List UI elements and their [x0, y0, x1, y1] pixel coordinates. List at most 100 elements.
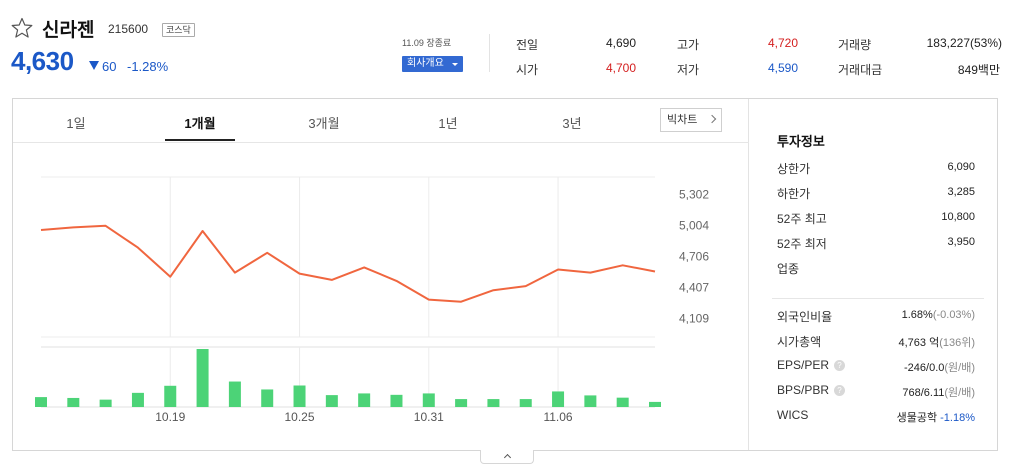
tab-1-month[interactable]: 1개월 [184, 116, 216, 131]
tab-3-months[interactable]: 3개월 [308, 116, 340, 131]
tab-3-years[interactable]: 3년 [562, 116, 582, 131]
x-tick-label: 10.25 [285, 410, 315, 424]
x-tick-label: 10.31 [414, 410, 444, 424]
volume-bar [422, 393, 435, 407]
tab-1-year[interactable]: 1년 [438, 116, 458, 131]
low-value: 4,590 [767, 61, 798, 75]
volume-bar [455, 399, 468, 407]
volume-bar [293, 385, 306, 407]
bps-pbr-value: 768/6.11(원/배) [902, 384, 975, 400]
bps-pbr-number: 768/6.11 [902, 387, 945, 399]
tab-1-day[interactable]: 1일 [66, 116, 86, 131]
volume-bar [164, 385, 177, 407]
volume-bar [390, 394, 403, 407]
collapse-button[interactable] [480, 450, 534, 464]
help-icon[interactable]: ? [834, 360, 846, 371]
period-tabs: 1일 1개월 3개월 1년 3년 빅차트 [13, 99, 749, 143]
company-overview-button[interactable]: 회사개요 [402, 56, 463, 72]
prev-close-value: 4,690 [605, 36, 636, 50]
bps-pbr-text: BPS/PBR [777, 383, 830, 397]
company-overview-label: 회사개요 [407, 58, 444, 69]
week52-high-label: 52주 최고 [777, 212, 827, 226]
foreign-ratio-change: (-0.03%) [932, 309, 975, 321]
caret-down-icon [452, 63, 458, 66]
wics-value: 생물공학 -1.18% [897, 409, 975, 425]
trade-amount-label: 거래대금 [838, 63, 883, 77]
active-tab-indicator [165, 139, 235, 141]
y-tick-label: 4,706 [679, 249, 709, 263]
volume-bar [487, 399, 500, 407]
market-cap-rank: (136위) [939, 337, 975, 349]
x-tick-label: 11.06 [543, 410, 572, 424]
lower-limit-label: 하한가 [777, 187, 811, 201]
chevron-up-icon [503, 453, 512, 462]
eps-per-number: -246/0.0 [904, 362, 945, 374]
price-change-percent: -1.28% [127, 59, 169, 74]
divider [772, 298, 984, 299]
wics-label: WICS [777, 408, 809, 422]
week52-low-value: 3,950 [947, 236, 975, 248]
lower-limit-value: 3,285 [947, 186, 975, 198]
low-label: 저가 [677, 63, 700, 77]
favorite-star-icon[interactable] [10, 16, 34, 40]
prev-close-label: 전일 [516, 38, 539, 52]
stock-code: 215600 [108, 22, 149, 36]
stock-header: 신라젠 215600 코스닥 4,630 60 -1.28% 11.09 장종료… [0, 0, 1021, 96]
foreign-ratio-number: 1.68% [901, 309, 933, 321]
open-label: 시가 [516, 63, 539, 77]
eps-per-label: EPS/PER? [777, 358, 846, 372]
chart-panel: 1일 1개월 3개월 1년 3년 빅차트 10.19 10.25 10.31 11.0… [12, 98, 998, 451]
high-label: 고가 [677, 38, 700, 52]
divider [489, 34, 490, 72]
upper-limit-value: 6,090 [947, 161, 975, 173]
bps-pbr-label: BPS/PBR? [777, 383, 846, 397]
volume-bar [358, 393, 371, 407]
investment-info: 투자정보 상한가 6,090 하한가 3,285 52주 최고 10,800 5… [750, 99, 997, 450]
high-value: 4,720 [767, 36, 798, 50]
volume-bar [131, 392, 144, 407]
chart-area: 1일 1개월 3개월 1년 3년 빅차트 10.19 10.25 10.31 11.0… [13, 99, 749, 450]
price-line [40, 224, 656, 303]
market-cap-value: 4,763 억(136위) [898, 334, 975, 350]
volume-bar [649, 401, 661, 407]
sector-label: 업종 [777, 262, 800, 276]
help-icon[interactable]: ? [834, 385, 846, 396]
wics-change: -1.18% [940, 412, 975, 424]
market-cap-number: 4,763 억 [898, 337, 940, 349]
current-price: 4,630 [11, 46, 74, 76]
volume-bar [99, 399, 112, 407]
market-badge: 코스닥 [162, 23, 195, 37]
price-chart: 10.19 10.25 10.31 11.06 5,302 5,004 4,706 4,407… [35, 176, 709, 424]
y-tick-label: 4,407 [679, 280, 709, 294]
volume-bar [519, 399, 532, 407]
volume-bar [35, 397, 47, 407]
bps-pbr-unit: (원/배) [944, 387, 975, 399]
price-change: 60 [102, 59, 117, 74]
volume-bar [325, 395, 338, 407]
volume-bar [616, 397, 629, 407]
stock-name: 신라젠 [42, 20, 95, 41]
big-chart-button[interactable]: 빅차트 [660, 108, 722, 132]
down-arrow-icon [89, 61, 99, 70]
y-tick-label: 5,302 [679, 187, 709, 201]
x-tick-label: 10.19 [155, 410, 185, 424]
wics-sector: 생물공학 [896, 412, 938, 424]
upper-limit-label: 상한가 [777, 162, 811, 176]
y-tick-label: 5,004 [679, 218, 709, 232]
foreign-ratio-value: 1.68%(-0.03%) [902, 309, 975, 321]
foreign-ratio-label: 외국인비율 [777, 310, 833, 324]
volume-label: 거래량 [838, 38, 872, 52]
eps-per-value: -246/0.0(원/배) [904, 359, 975, 375]
big-chart-label: 빅차트 [667, 114, 698, 126]
volume-bar [584, 395, 597, 407]
open-value: 4,700 [605, 61, 636, 75]
eps-per-text: EPS/PER [777, 358, 830, 372]
week52-low-label: 52주 최저 [777, 237, 827, 251]
week52-high-value: 10,800 [941, 211, 975, 223]
volume-bar [552, 391, 565, 407]
info-title: 투자정보 [777, 134, 825, 149]
market-cap-label: 시가총액 [777, 335, 822, 349]
volume-bar [67, 397, 80, 407]
session-date: 11.09 장종료 [402, 38, 452, 48]
volume-value: 183,227(53%) [926, 36, 1002, 50]
